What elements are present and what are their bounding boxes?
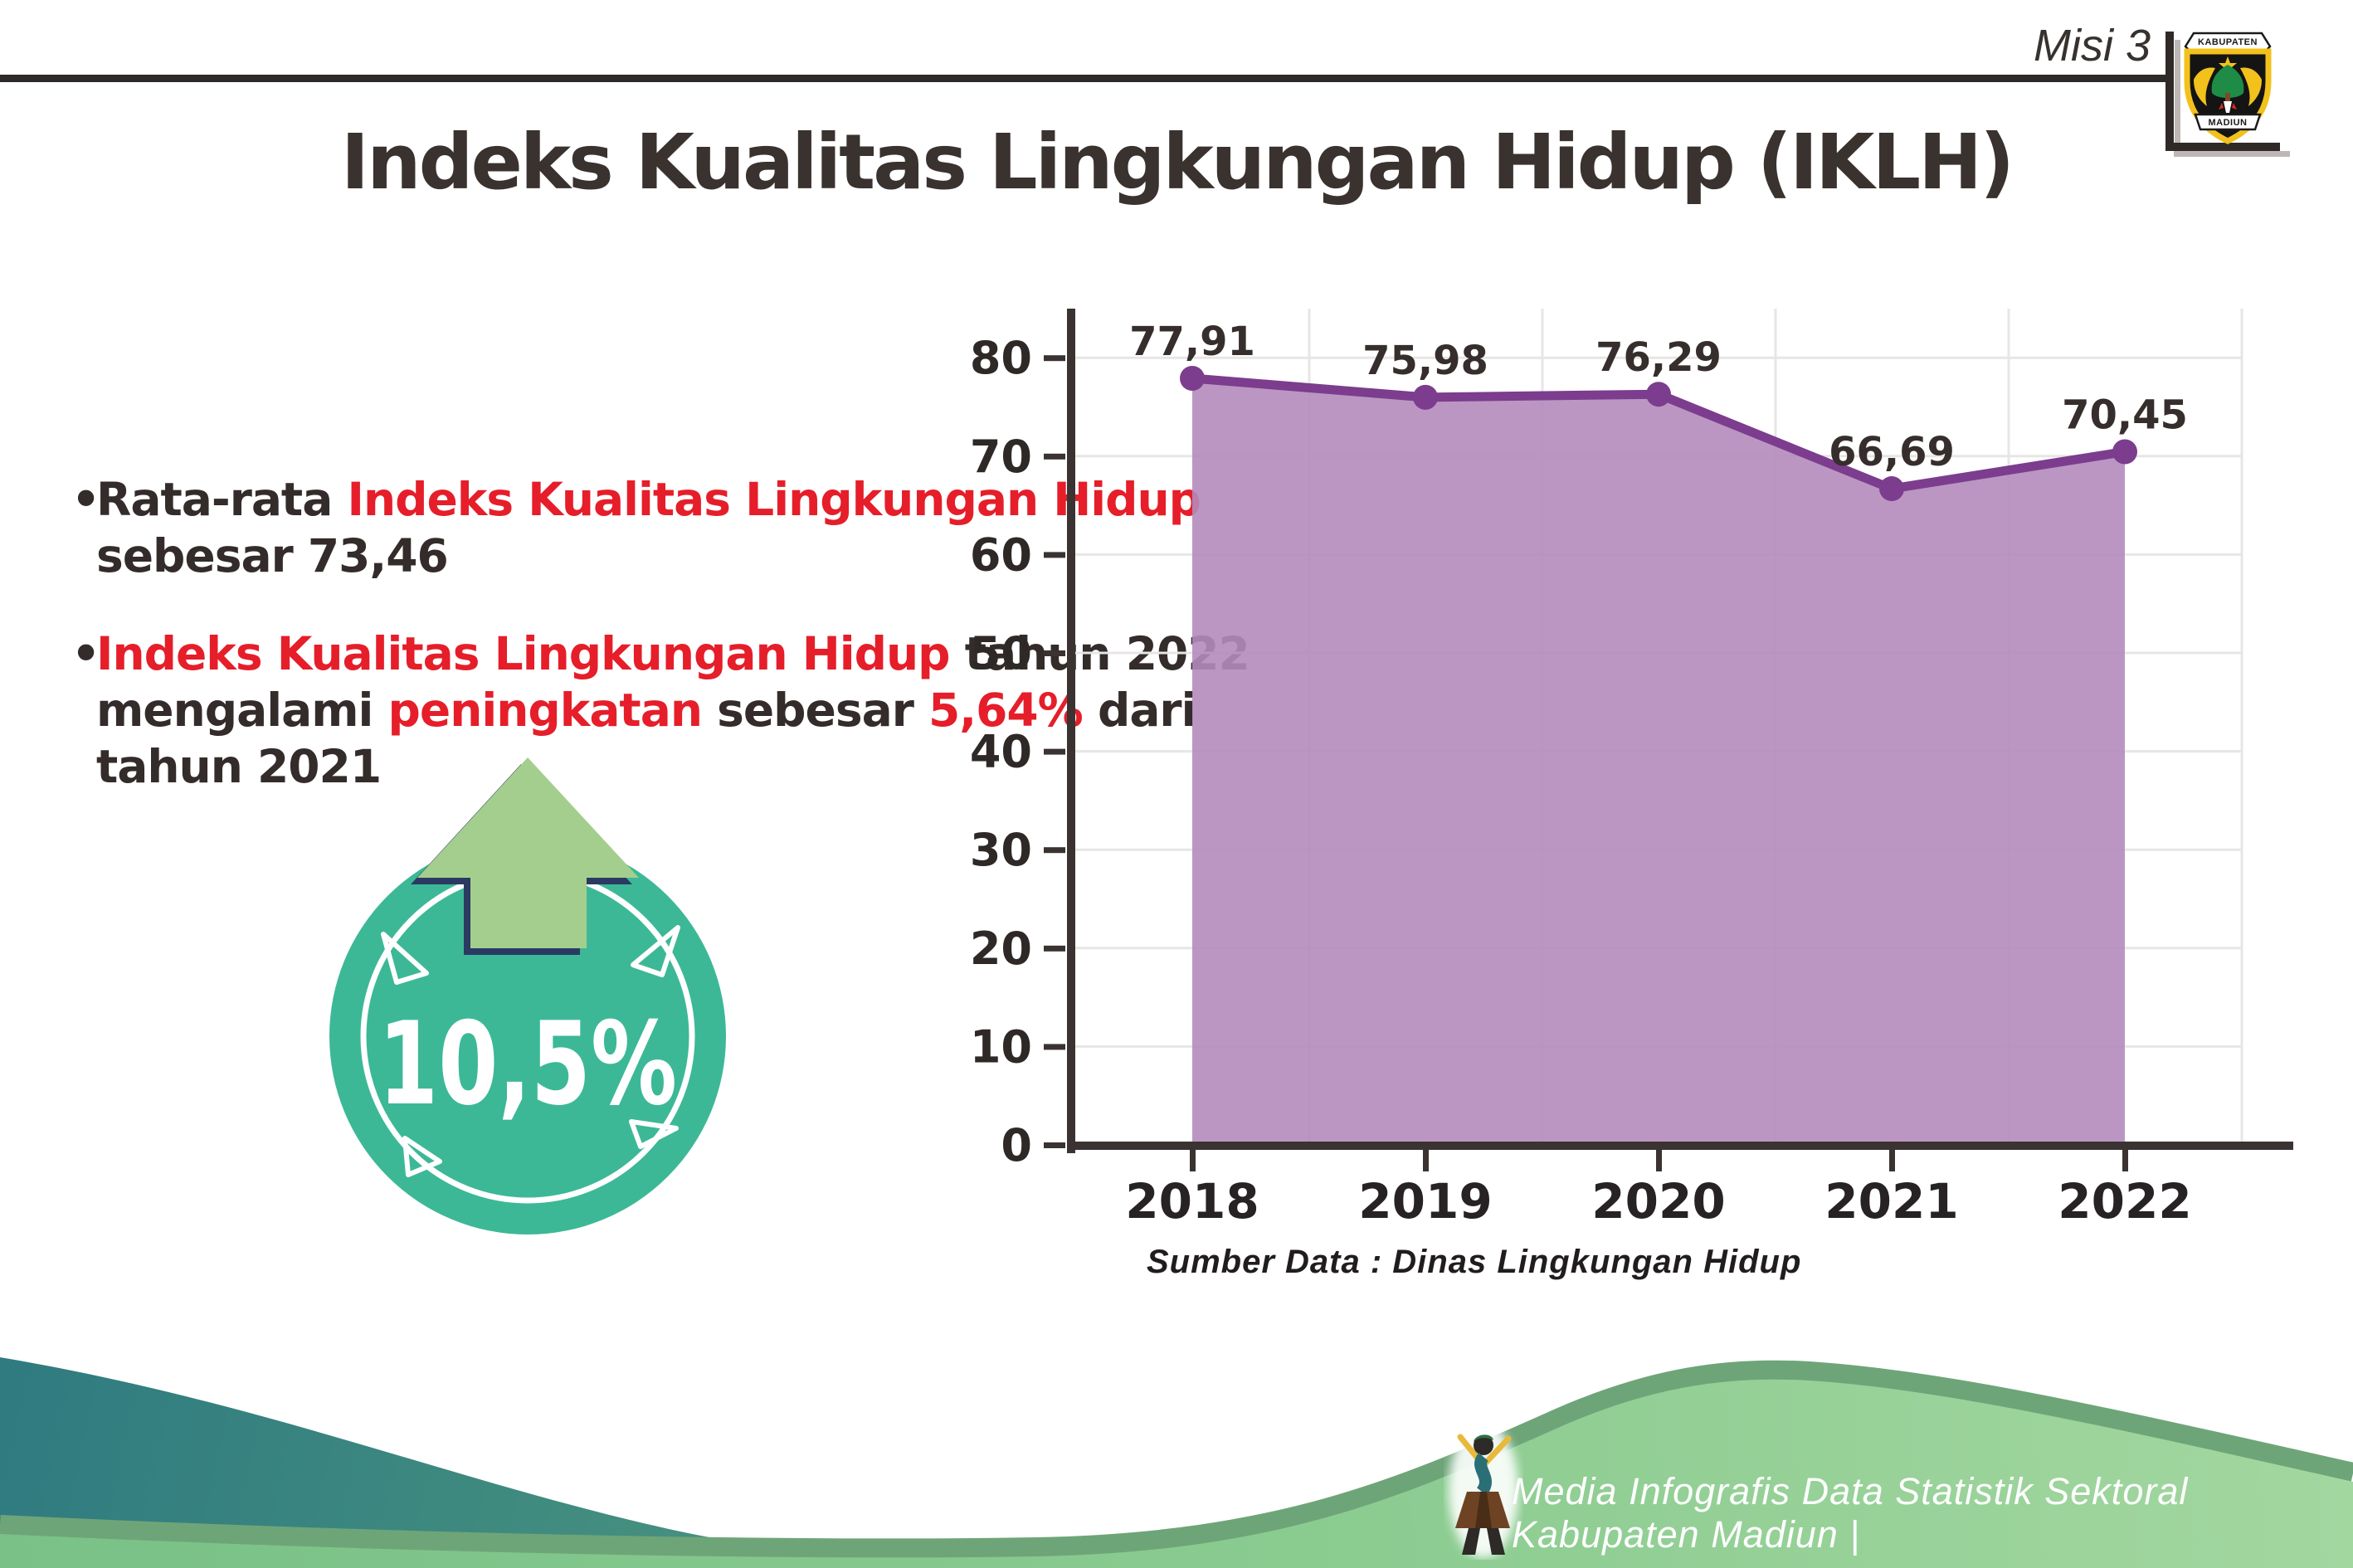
bullet-text-segment: Rata-rata <box>96 473 348 526</box>
chart-y-tick-label: 10 <box>970 1020 1032 1073</box>
chart-source-note: Sumber Data : Dinas Lingkungan Hidup <box>1147 1244 1801 1280</box>
chart-x-tick <box>1656 1150 1662 1171</box>
bullet-item-1: •Rata-rata Indeks Kualitas Lingkungan Hi… <box>71 471 1201 584</box>
chart-y-tick <box>1044 1044 1065 1050</box>
mascot-leg-left <box>1462 1528 1480 1555</box>
sparkle-triangle-upper-left <box>381 932 429 985</box>
sparkle-triangle-lower-left <box>402 1136 442 1177</box>
badge-circle <box>329 838 726 1234</box>
bullet-text-segment: dari <box>1082 684 1196 737</box>
logo-wing-left <box>2194 67 2215 106</box>
bullet-text-segment: mengalami <box>96 684 388 737</box>
mascot-dancer-icon <box>1449 1422 1518 1558</box>
chart-y-tick <box>1044 847 1065 854</box>
chart-x-tick-label: 2019 <box>1358 1173 1492 1230</box>
chart-value-label: 77,91 <box>1129 319 1255 365</box>
chart-y-tick <box>1044 1142 1065 1148</box>
chart-y-tick-label: 70 <box>970 431 1032 483</box>
bullet-text-segment: Indeks Kualitas Lingkungan Hidup <box>347 473 1202 526</box>
footer-credit: Media Infografis Data Statistik Sektoral… <box>1512 1470 2189 1556</box>
green-wave <box>0 1379 2353 1568</box>
chart-x-tick <box>1889 1150 1895 1171</box>
footer-waves <box>0 1357 2353 1568</box>
chart-value-label: 66,69 <box>1829 429 1955 475</box>
chart-x-tick <box>1190 1150 1196 1171</box>
bracket-shadow-horizontal <box>2174 151 2290 157</box>
chart-y-tick <box>1044 945 1065 952</box>
bullet-text-segment: peningkatan <box>387 684 703 737</box>
mascot-head <box>1474 1435 1493 1455</box>
iklh-area-chart: 0 10 20 30 40 50 60 70 80 2018 2019 2020 2021 2022 77,… <box>970 309 2293 1280</box>
chart-x-tick <box>2122 1150 2128 1171</box>
logo-red-right <box>2232 103 2237 110</box>
chart-x-axis <box>1067 1142 2293 1150</box>
logo-tree-trunk <box>2225 93 2230 106</box>
kabupaten-madiun-logo: KABUPATEN MADIUN <box>2184 32 2272 144</box>
bullet-item-2: •Indeks Kualitas Lingkungan Hidup tahun … <box>71 626 1250 795</box>
chart-value-label: 76,29 <box>1595 334 1722 381</box>
logo-tree <box>2211 65 2244 98</box>
chart-y-tick-label: 40 <box>970 726 1032 778</box>
misi-label: Misi 3 <box>2033 21 2151 71</box>
sparkle-triangle-lower-right <box>629 1119 679 1149</box>
sparkle-triangle-upper-right <box>631 925 680 977</box>
bullet-text-segment: sebesar 73,46 <box>96 529 449 582</box>
header-rule <box>0 75 2167 82</box>
bullet-text-segment: 5,64% <box>928 684 1084 737</box>
chart-y-tick <box>1044 748 1065 755</box>
increase-badge: 10,5% <box>329 757 726 1234</box>
logo-bottom-text: MADIUN <box>2209 118 2248 128</box>
bullet-dot: • <box>71 627 100 680</box>
chart-y-tick-label: 20 <box>970 923 1032 975</box>
chart-data-point <box>1180 365 1205 391</box>
chart-y-tick <box>1044 650 1065 656</box>
chart-y-tick-label: 60 <box>970 528 1032 581</box>
chart-data-point <box>1646 382 1671 407</box>
chart-x-tick-label: 2022 <box>2058 1173 2191 1230</box>
bullet-text-segment: Indeks Kualitas Lingkungan Hidup <box>96 627 951 680</box>
bullet-text-segment: sebesar <box>702 684 928 737</box>
logo-keris <box>2224 101 2232 113</box>
chart-y-tick <box>1044 355 1065 362</box>
chart-x-tick <box>1423 1150 1429 1171</box>
chart-y-tick-label: 0 <box>1001 1119 1032 1171</box>
bracket-shadow-vertical <box>2175 40 2180 156</box>
logo-wing-right <box>2240 67 2262 106</box>
page-title: Indeks Kualitas Lingkungan Hidup (IKLH) <box>340 118 2014 207</box>
up-arrow-icon <box>411 757 639 955</box>
badge-sparkles <box>381 925 680 1177</box>
mascot-cap <box>1474 1434 1493 1442</box>
chart-y-tick <box>1044 453 1065 460</box>
chart-data-point <box>2112 439 2137 465</box>
chart-area-fill <box>1192 377 2125 1145</box>
bullet-dot: • <box>71 473 100 526</box>
mascot-torso <box>1474 1453 1492 1496</box>
chart-y-axis <box>1067 309 1075 1153</box>
bullet-text-segment: tahun 2021 <box>96 740 382 793</box>
chart-y-tick-label: 30 <box>970 824 1032 876</box>
chart-value-label: 70,45 <box>2062 392 2188 438</box>
logo-bottom-ribbon <box>2194 113 2262 131</box>
chart-y-tick-label: 80 <box>970 332 1032 384</box>
logo-red-left <box>2219 103 2224 110</box>
logo-top-text: KABUPATEN <box>2198 37 2258 47</box>
mascot-skirt-stripe <box>1475 1492 1492 1528</box>
chart-y-tick <box>1044 552 1065 558</box>
chart-value-label: 75,98 <box>1362 338 1488 384</box>
bracket-horizontal <box>2165 143 2280 151</box>
bracket-vertical <box>2165 32 2174 151</box>
teal-wave <box>0 1357 942 1568</box>
badge-value: 10,5% <box>378 997 677 1131</box>
green-wave-edge <box>0 1360 2353 1561</box>
mascot-leg-right <box>1487 1528 1505 1555</box>
chart-x-tick-label: 2018 <box>1125 1173 1259 1230</box>
chart-x-tick-label: 2020 <box>1591 1173 1725 1230</box>
up-arrow-shape <box>417 757 639 948</box>
chart-x-tick-label: 2021 <box>1824 1173 1958 1230</box>
chart-data-point <box>1879 476 1904 502</box>
chart-y-tick-label: 50 <box>970 627 1032 679</box>
chart-data-point <box>1413 384 1438 410</box>
